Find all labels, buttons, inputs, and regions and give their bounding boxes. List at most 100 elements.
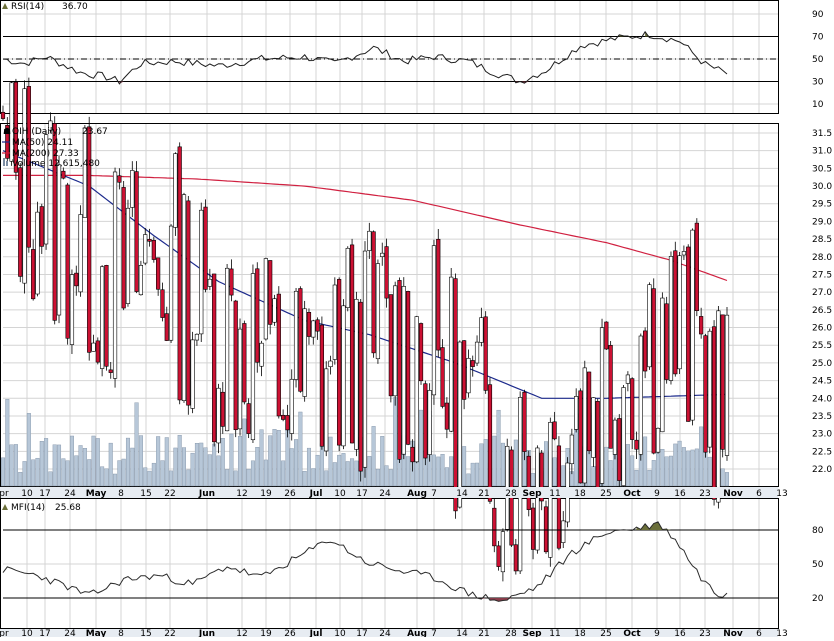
candle-body xyxy=(492,507,497,547)
candle-body xyxy=(35,211,40,295)
volume-bar xyxy=(57,444,62,487)
volume-bar xyxy=(78,445,83,487)
volume-bar xyxy=(367,456,372,487)
volume-bar xyxy=(677,440,682,487)
volume-bar xyxy=(13,444,18,487)
volume-bar xyxy=(513,439,518,487)
volume-bar xyxy=(190,452,195,487)
candle-body xyxy=(345,247,350,308)
candle-body xyxy=(625,374,630,384)
volume-bar xyxy=(18,472,23,487)
x-axis-tick-label: 10 xyxy=(21,489,33,499)
volume-bar xyxy=(651,460,656,487)
candle-body xyxy=(160,289,165,318)
volume-bar xyxy=(289,448,294,487)
candle-body xyxy=(513,544,518,572)
candle-body xyxy=(285,415,290,431)
candle-body xyxy=(268,260,273,325)
candle-body xyxy=(397,280,402,460)
volume-bar xyxy=(315,454,320,487)
candle-body xyxy=(341,305,346,447)
x-axis-labels: pr pr 10 10 17 17 24 24 May May 8 8 15 15 22 22 Jun Jun 12… xyxy=(0,489,788,639)
volume-bar xyxy=(431,454,436,487)
candle-body xyxy=(431,245,437,396)
candle-body xyxy=(418,323,424,382)
volume-bar xyxy=(444,467,449,487)
x-axis-tick-label-bottom: 26 xyxy=(284,629,296,637)
candle-body xyxy=(203,206,208,290)
candle-body xyxy=(18,167,23,277)
candle-body xyxy=(220,391,225,427)
candle-body xyxy=(216,387,221,444)
volume-bar xyxy=(466,473,471,487)
x-axis-tick-label: 21 xyxy=(478,489,489,499)
mfi-axis-label: 80 xyxy=(812,526,824,536)
price-axis-label: 24.5 xyxy=(812,377,832,387)
volume-bar xyxy=(707,456,712,487)
candle-body xyxy=(703,335,708,453)
volume-bar xyxy=(720,468,725,487)
candle-body xyxy=(410,446,415,463)
candle-body xyxy=(668,256,674,381)
x-axis-tick-label-bottom: 18 xyxy=(574,629,586,637)
rsi-axis-label: 10 xyxy=(812,100,824,110)
candle-body xyxy=(74,272,79,287)
candle-body xyxy=(112,171,118,379)
candle-body xyxy=(22,88,27,284)
volume-bar xyxy=(117,460,122,487)
price-axis-label: 29.5 xyxy=(812,200,832,210)
candle-body xyxy=(39,206,44,247)
x-axis-tick-label-bottom: 14 xyxy=(456,629,468,637)
candle-body xyxy=(518,397,523,572)
candle-body xyxy=(651,288,656,454)
volume-bar xyxy=(48,471,53,487)
volume-bar xyxy=(673,443,678,487)
candle-body xyxy=(677,255,682,370)
rsi-label: RSI(14) xyxy=(11,2,44,12)
candle-body xyxy=(173,153,178,228)
x-axis-tick-label: 19 xyxy=(260,489,272,499)
candle-body xyxy=(143,234,148,264)
x-axis-tick-label: 7 xyxy=(431,489,437,499)
volume-bar xyxy=(246,468,251,487)
candle-body xyxy=(466,357,471,394)
candle-body xyxy=(186,200,191,406)
volume-bar xyxy=(440,454,445,487)
candle-body xyxy=(384,246,389,299)
volume-bar xyxy=(169,470,174,487)
candle-body xyxy=(578,390,583,484)
volume-bar xyxy=(699,426,704,487)
volume-bar xyxy=(212,443,217,487)
candle-body xyxy=(332,284,337,360)
candle-body xyxy=(479,317,484,343)
price-axis-label: 23.0 xyxy=(812,430,832,440)
x-axis-tick-label-bottom: May xyxy=(86,629,107,637)
candle-body xyxy=(194,333,200,341)
candle-body xyxy=(289,378,294,434)
candle-body xyxy=(255,268,260,363)
price-axis-label: 26.5 xyxy=(812,306,832,316)
volume-bar xyxy=(9,444,14,487)
volume-bar xyxy=(479,443,484,487)
candle-body xyxy=(543,506,549,553)
x-axis-tick-label-bottom: Jun xyxy=(198,629,215,637)
candle-body xyxy=(604,321,609,350)
candle-body xyxy=(121,187,126,309)
x-axis-tick-label: pr xyxy=(0,489,9,499)
volume-bar xyxy=(470,462,475,487)
x-axis-tick-label: May xyxy=(86,489,107,499)
volume-bar xyxy=(388,469,393,487)
volume-bar xyxy=(113,473,118,487)
candle-body xyxy=(474,341,480,364)
candle-body xyxy=(100,266,105,369)
volume-bar xyxy=(31,459,36,487)
x-axis-tick-label-bottom: 28 xyxy=(505,629,517,637)
candle-body xyxy=(147,239,152,242)
candle-body xyxy=(242,323,247,403)
x-axis-tick-label: Jul xyxy=(309,489,323,499)
volume-bar xyxy=(294,439,299,487)
candle-body xyxy=(26,86,31,248)
volume-bar xyxy=(634,470,639,487)
price-axis-label: 22.0 xyxy=(812,465,832,475)
volume-bar xyxy=(87,459,92,487)
